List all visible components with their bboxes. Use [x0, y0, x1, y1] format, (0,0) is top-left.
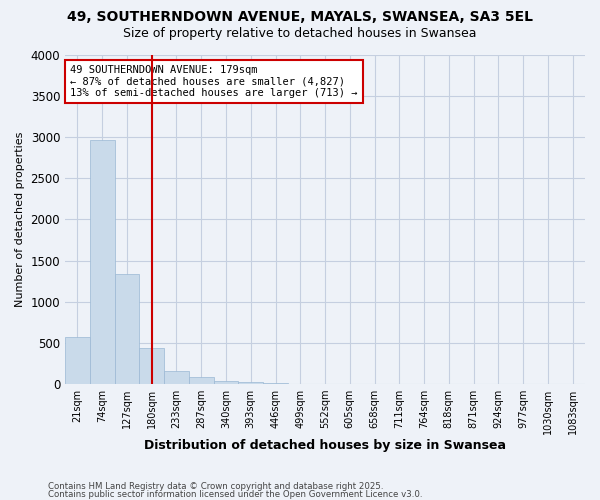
Text: Contains HM Land Registry data © Crown copyright and database right 2025.: Contains HM Land Registry data © Crown c…: [48, 482, 383, 491]
Text: Size of property relative to detached houses in Swansea: Size of property relative to detached ho…: [123, 28, 477, 40]
X-axis label: Distribution of detached houses by size in Swansea: Distribution of detached houses by size …: [144, 440, 506, 452]
Text: Contains public sector information licensed under the Open Government Licence v3: Contains public sector information licen…: [48, 490, 422, 499]
Bar: [139, 348, 164, 384]
Bar: [115, 274, 139, 384]
Text: 49, SOUTHERNDOWN AVENUE, MAYALS, SWANSEA, SA3 5EL: 49, SOUTHERNDOWN AVENUE, MAYALS, SWANSEA…: [67, 10, 533, 24]
Bar: [65, 336, 90, 384]
Y-axis label: Number of detached properties: Number of detached properties: [15, 132, 25, 307]
Bar: [164, 370, 189, 384]
Bar: [214, 382, 238, 384]
Bar: [189, 378, 214, 384]
Text: 49 SOUTHERNDOWN AVENUE: 179sqm
← 87% of detached houses are smaller (4,827)
13% : 49 SOUTHERNDOWN AVENUE: 179sqm ← 87% of …: [70, 65, 358, 98]
Bar: [238, 382, 263, 384]
Bar: [263, 383, 288, 384]
Bar: [90, 140, 115, 384]
